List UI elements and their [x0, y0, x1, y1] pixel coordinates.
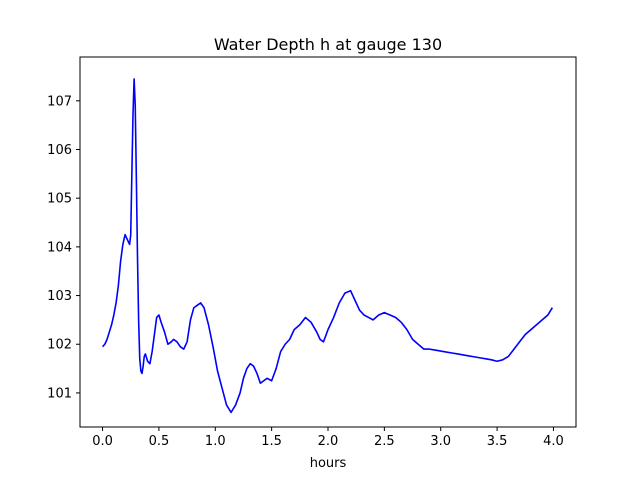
x-tick-label: 3.5: [487, 434, 508, 449]
y-tick-label: 102: [47, 338, 72, 353]
axis-ticks: 0.0 0.5 1.0 1.5 2.0 2.5 3.0 3.5 4.0 101 102 103 104 1…: [47, 94, 564, 449]
x-tick-label: 2.5: [374, 434, 395, 449]
y-tick-label: 101: [47, 386, 72, 401]
plot-area: [101, 78, 554, 414]
water-depth-series-line: [101, 78, 554, 414]
chart-title: Water Depth h at gauge 130: [214, 35, 442, 54]
x-tick-label: 4.0: [543, 434, 564, 449]
x-tick-label: 1.0: [205, 434, 226, 449]
y-tick-label: 103: [47, 289, 72, 304]
x-tick-label: 0.5: [149, 434, 170, 449]
y-tick-label: 106: [47, 143, 72, 158]
axes-frame: [79, 56, 577, 428]
x-tick-label: 1.5: [261, 434, 282, 449]
x-tick-label: 3.0: [430, 434, 451, 449]
x-tick-label: 0.0: [92, 434, 113, 449]
x-axis-label: hours: [310, 456, 347, 471]
y-tick-label: 107: [47, 94, 72, 109]
x-tick-label: 2.0: [318, 434, 339, 449]
y-tick-label: 104: [47, 240, 72, 255]
y-tick-label: 105: [47, 192, 72, 207]
